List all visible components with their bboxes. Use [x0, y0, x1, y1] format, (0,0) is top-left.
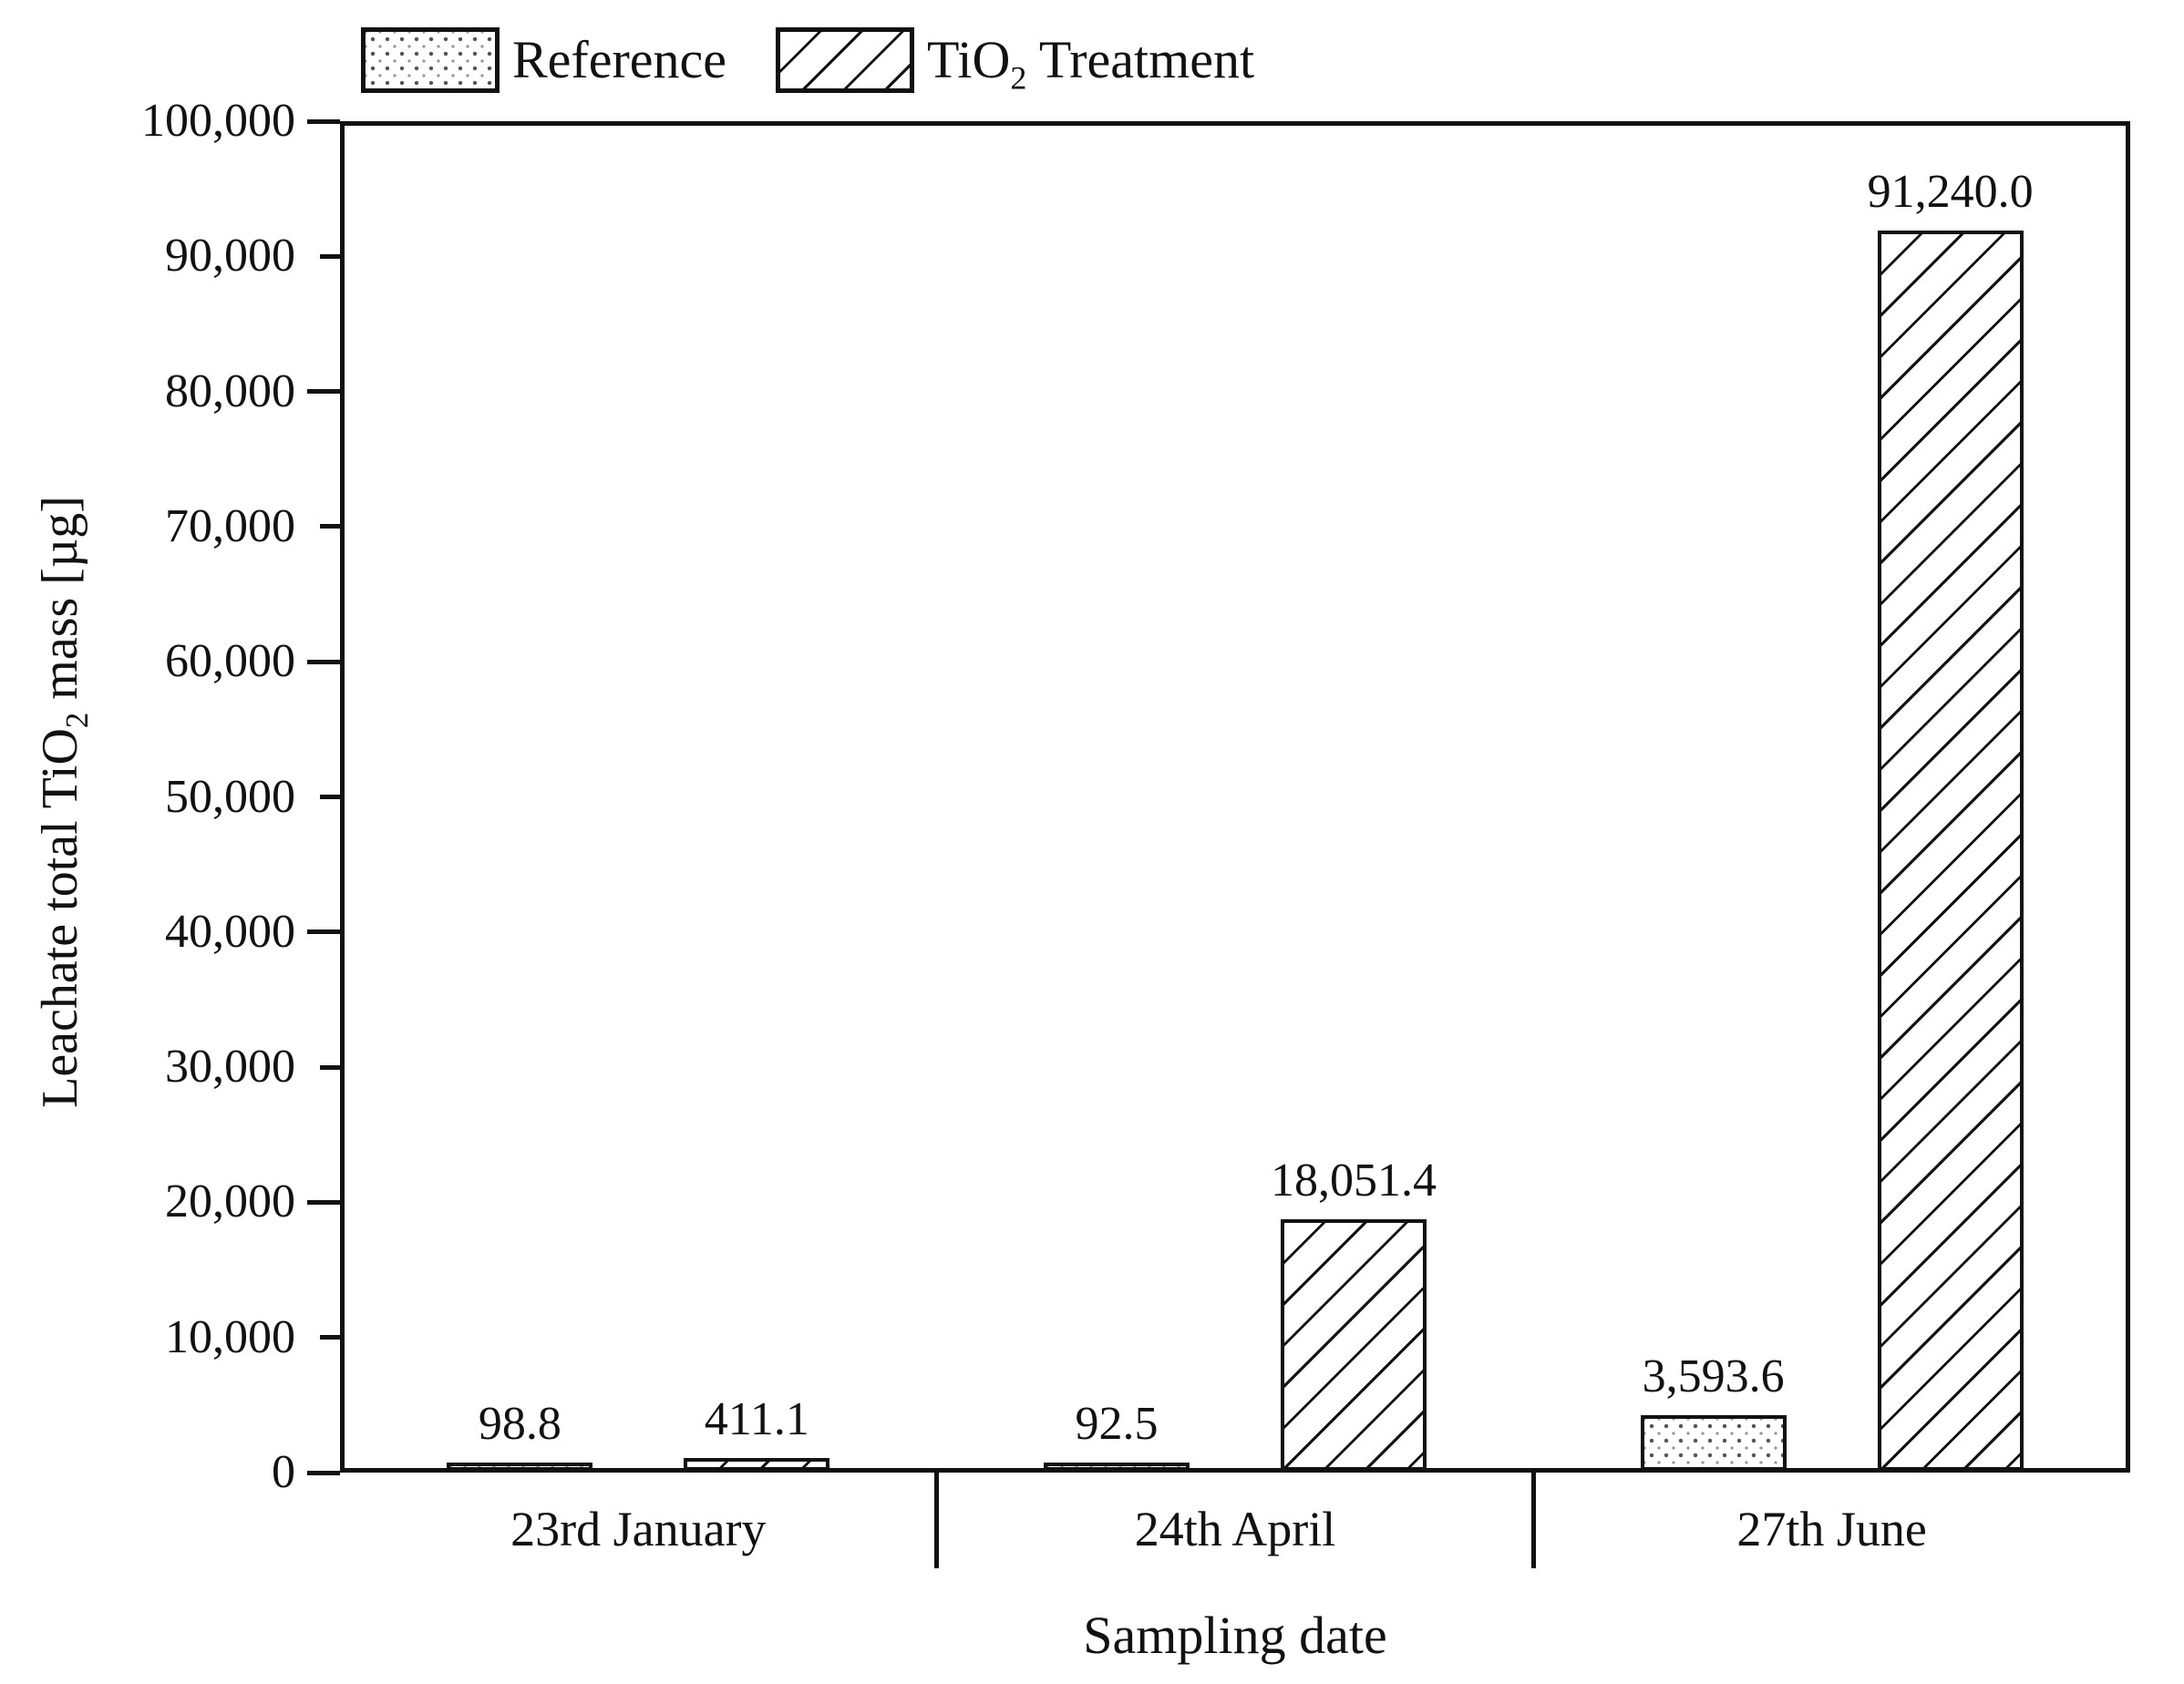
y-tick-label: 70,000 — [165, 499, 295, 552]
bar-value-label: 91,240.0 — [1867, 165, 2034, 218]
y-tick-label: 0 — [272, 1446, 295, 1498]
bar-tio2-treatment — [1281, 1219, 1427, 1471]
bar-value-label: 92.5 — [1075, 1397, 1159, 1450]
y-tick-mark — [307, 929, 340, 935]
bar-reference — [1640, 1414, 1787, 1471]
y-tick-label: 30,000 — [165, 1041, 295, 1094]
y-tick-label: 20,000 — [165, 1176, 295, 1228]
x-category-label: 23rd January — [510, 1502, 767, 1556]
y-tick-label: 40,000 — [165, 905, 295, 958]
bar-value-label: 18,051.4 — [1271, 1155, 1437, 1207]
y-tick-label: 80,000 — [165, 365, 295, 417]
bar-tio2-treatment — [684, 1457, 830, 1471]
legend-item-reference: Reference — [361, 24, 726, 97]
bar-value-label: 3,593.6 — [1642, 1350, 1785, 1402]
bar-value-label: 98.8 — [478, 1397, 561, 1450]
bar-reference — [447, 1462, 593, 1471]
y-tick-mark — [307, 118, 340, 124]
y-tick-mark — [320, 253, 340, 259]
y-tick-label: 10,000 — [165, 1310, 295, 1363]
y-tick-mark — [320, 1064, 340, 1070]
y-tick-mark — [307, 389, 340, 395]
y-tick-mark — [320, 795, 340, 799]
bar-reference — [1044, 1462, 1190, 1471]
y-tick-label: 100,000 — [141, 95, 295, 147]
legend-swatch-reference-dots — [361, 27, 500, 93]
y-tick-label: 60,000 — [165, 635, 295, 688]
y-tick-mark — [307, 1470, 340, 1475]
y-tick-mark — [307, 659, 340, 664]
group-separator-tick — [1530, 1473, 1536, 1568]
bar-value-label: 411.1 — [704, 1392, 809, 1445]
group-separator-tick — [934, 1473, 940, 1568]
plot-area — [340, 121, 2130, 1473]
y-tick-label: 90,000 — [165, 230, 295, 282]
legend-label-tio2-treatment: TiO2 Treatment — [927, 30, 1255, 97]
y-tick-mark — [320, 1335, 340, 1340]
x-category-label: 27th June — [1736, 1502, 1927, 1556]
bar-tio2-treatment — [1877, 230, 2024, 1471]
y-tick-label: 50,000 — [165, 770, 295, 823]
x-category-label: 24th April — [1134, 1502, 1336, 1556]
legend-item-tio2-treatment: TiO2 Treatment — [776, 24, 1254, 97]
x-axis-title: Sampling date — [1083, 1606, 1387, 1665]
legend-label-reference: Reference — [512, 30, 727, 89]
y-tick-mark — [307, 1199, 340, 1205]
y-tick-mark — [320, 524, 340, 529]
legend-swatch-tio2-hatch — [776, 27, 914, 93]
